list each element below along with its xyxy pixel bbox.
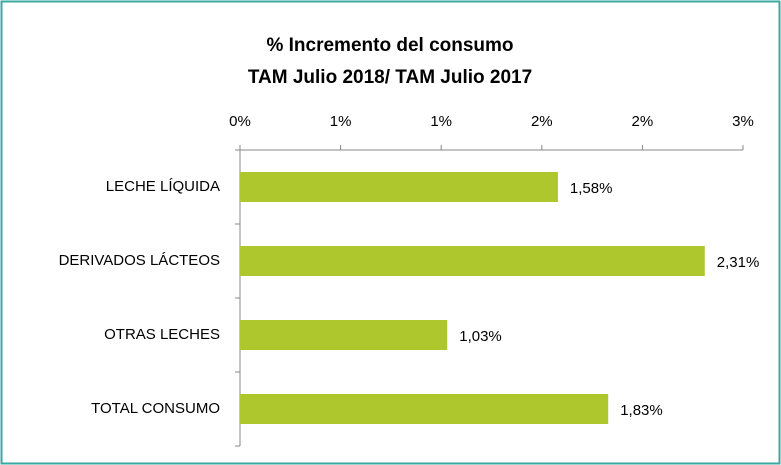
x-tick-label: 1% xyxy=(330,113,352,130)
value-label: 1,03% xyxy=(459,328,502,345)
x-tick-label: 2% xyxy=(531,113,553,130)
y-tick-label: LECHE LÍQUIDA xyxy=(106,178,220,195)
chart-title: % Incremento del consumo xyxy=(266,35,513,56)
bar xyxy=(240,320,448,350)
value-label: 2,31% xyxy=(717,254,760,271)
x-tick-label: 3% xyxy=(732,113,754,130)
y-tick-label: DERIVADOS LÁCTEOS xyxy=(59,252,220,269)
x-tick-label: 1% xyxy=(430,113,452,130)
bar xyxy=(240,246,705,276)
x-tick-label: 0% xyxy=(229,113,251,130)
y-tick-label: OTRAS LECHES xyxy=(104,326,220,343)
value-label: 1,58% xyxy=(570,180,613,197)
x-tick-label: 2% xyxy=(632,113,654,130)
value-label: 1,83% xyxy=(620,402,663,419)
chart-subtitle: TAM Julio 2018/ TAM Julio 2017 xyxy=(248,67,532,88)
bar xyxy=(240,172,558,202)
bar xyxy=(240,394,609,424)
y-tick-label: TOTAL CONSUMO xyxy=(91,400,220,417)
